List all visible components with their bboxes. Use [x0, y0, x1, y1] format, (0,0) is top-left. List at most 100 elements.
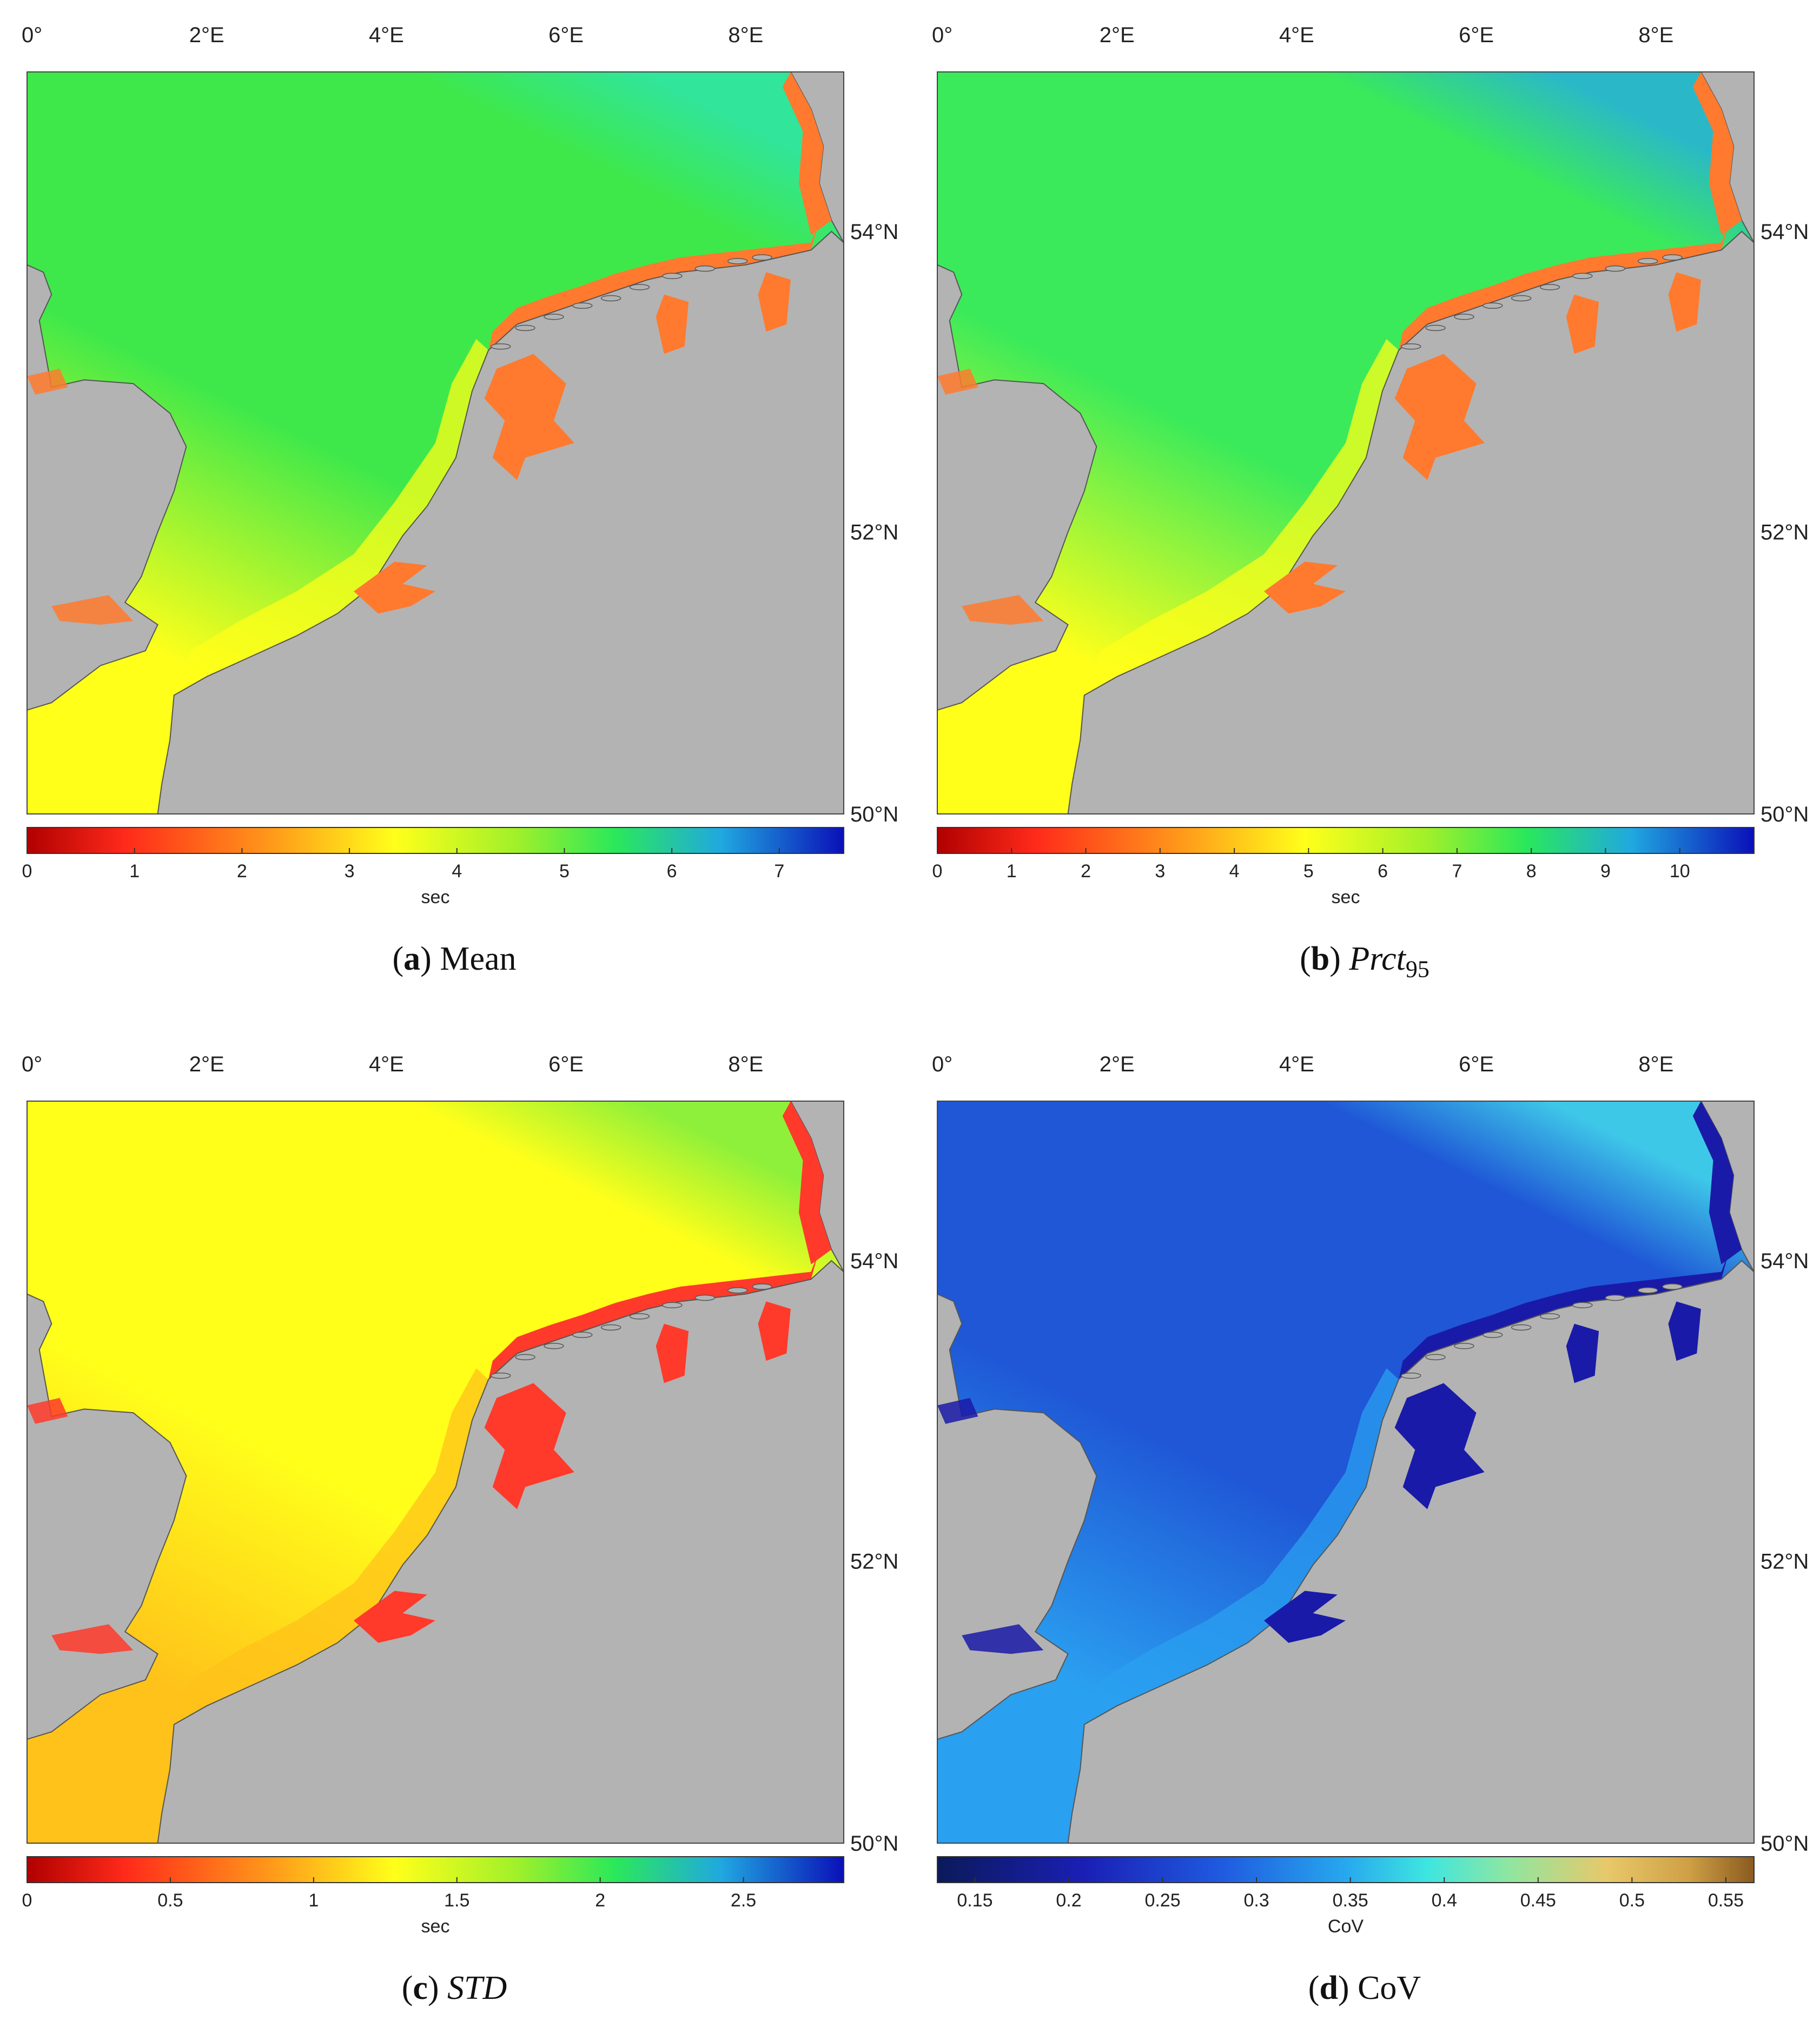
latitude-label: 52°N — [850, 1550, 898, 1574]
ijsselmeer — [484, 1383, 574, 1509]
caption: (d) CoV — [1308, 1970, 1421, 2006]
river-inlet — [656, 1323, 689, 1383]
nearshore-zone — [1084, 339, 1399, 696]
britain-land — [27, 264, 187, 711]
wadden-island — [727, 258, 748, 264]
colorbar-label: sec — [421, 887, 450, 908]
caption-letter: b — [1311, 940, 1330, 977]
river-inlet — [758, 272, 791, 332]
nearshore-zone — [174, 1368, 489, 1725]
colorbar-tick-label: 1.5 — [444, 1890, 469, 1911]
wadden-island — [1511, 295, 1532, 302]
wadden-island — [1572, 273, 1593, 280]
ijsselmeer — [484, 354, 574, 480]
ijsselmeer — [1394, 1383, 1485, 1509]
longitude-label: 0° — [22, 1052, 42, 1076]
wadden-island — [752, 1283, 772, 1290]
latitude-label: 52°N — [1761, 1550, 1809, 1574]
river-inlet — [1566, 1323, 1599, 1383]
longitude-label: 6°E — [1459, 1052, 1494, 1076]
wadden-island — [600, 1324, 621, 1331]
river-inlet — [1668, 272, 1701, 332]
panel-c: 0° 2°E 4°E 6°E 8°E 54°N 52°N 50°N 0 0.5 1 1.5 2 2.5 se… — [0, 1029, 909, 2040]
colorbar-tick-label: 0.25 — [1144, 1890, 1180, 1911]
colorbar-tick-label: 2.5 — [731, 1890, 756, 1911]
thames-estuary — [962, 595, 1044, 625]
wash-estuary — [27, 1397, 68, 1424]
latitude-label: 54°N — [850, 1249, 898, 1273]
colorbar-tick-label: 0 — [22, 861, 32, 882]
panel-a: 0° 2°E 4°E 6°E 8°E 54°N 52°N 50°N 0 1 2 3 4 5 6 7 sec (a… — [0, 0, 909, 1011]
jutland-estuary — [782, 1101, 832, 1264]
colorbar-label: sec — [1332, 887, 1360, 908]
map-frame — [27, 71, 844, 814]
colorbar-tick-label: 0.4 — [1432, 1890, 1457, 1911]
delta-estuary — [354, 561, 435, 614]
colorbar-tick-label: 6 — [1378, 861, 1388, 882]
caption: (a) Mean — [392, 940, 517, 977]
colorbar-tick-label: 4 — [452, 861, 462, 882]
wadden-island — [1605, 1294, 1626, 1301]
jutland-estuary — [1692, 72, 1742, 235]
latitude-label: 52°N — [850, 521, 898, 545]
colorbar-tick-label: 2 — [595, 1890, 605, 1911]
wadden-island — [572, 302, 593, 309]
colorbar-tick-label: 1 — [129, 861, 140, 882]
wadden-island — [1401, 343, 1421, 350]
colorbar-tick-label: 9 — [1600, 861, 1611, 882]
latitude-label: 54°N — [1761, 220, 1809, 244]
wadden-island — [1572, 1302, 1593, 1309]
wadden-island — [491, 343, 511, 350]
wadden-island — [1454, 314, 1474, 320]
colorbar-tick-label: 6 — [667, 861, 677, 882]
colorbar-tick-label: 0.55 — [1708, 1890, 1744, 1911]
colorbar-tick-label: 1 — [1007, 861, 1017, 882]
thames-estuary — [51, 1624, 134, 1654]
britain-land — [937, 1293, 1097, 1740]
colorbar-tick-label: 0 — [932, 861, 943, 882]
longitude-label: 8°E — [728, 23, 763, 47]
thames-estuary — [962, 1624, 1044, 1654]
panel-d: 0° 2°E 4°E 6°E 8°E 54°N 52°N 50°N 0.15 0.2 0.25 0.3… — [910, 1029, 1819, 2040]
river-inlet — [758, 1301, 791, 1361]
wadden-island — [662, 273, 683, 280]
river-inlet — [656, 294, 689, 354]
colorbar-tick-label: 0.45 — [1520, 1890, 1556, 1911]
colorbar-tick-label: 2 — [237, 861, 247, 882]
longitude-label: 8°E — [1638, 1052, 1673, 1076]
wadden-island — [629, 1313, 650, 1320]
delta-estuary — [1264, 1591, 1346, 1643]
wadden-island — [1425, 1354, 1446, 1361]
wadden-island — [1539, 1313, 1560, 1320]
wadden-island — [544, 1343, 564, 1349]
longitude-label: 0° — [22, 23, 42, 47]
latitude-label: 50°N — [1761, 803, 1809, 826]
latitude-label: 54°N — [850, 220, 898, 244]
wadden-estuary — [488, 1249, 819, 1380]
wadden-island — [515, 1354, 535, 1361]
colorbar-tick-label: 4 — [1229, 861, 1240, 882]
longitude-label: 4°E — [369, 23, 404, 47]
map-frame — [937, 1101, 1755, 1844]
continent-land — [157, 1260, 844, 1844]
wadden-island — [1401, 1372, 1421, 1379]
caption-letter: d — [1319, 1970, 1338, 2006]
continent-land — [1067, 1260, 1755, 1844]
wadden-island — [600, 295, 621, 302]
wadden-estuary — [1399, 1249, 1730, 1380]
continent-land — [157, 230, 844, 814]
wadden-estuary — [1399, 220, 1730, 350]
latitude-label: 50°N — [850, 803, 898, 826]
latitude-label: 50°N — [1761, 1832, 1809, 1856]
map-svg: 0° 2°E 4°E 6°E 8°E 54°N 52°N 50°N 0 0.5 1 1.5 2 2.5 se… — [22, 1052, 898, 1937]
britain-land — [27, 1293, 187, 1740]
longitude-label: 2°E — [189, 23, 224, 47]
wadden-island — [1454, 1343, 1474, 1349]
caption-letter: a — [403, 940, 421, 977]
river-inlet — [1566, 294, 1599, 354]
colorbar — [27, 1856, 844, 1883]
wadden-island — [629, 284, 650, 290]
continent-land — [1067, 230, 1755, 814]
colorbar-tick-label: 2 — [1081, 861, 1091, 882]
wadden-island — [1539, 284, 1560, 290]
